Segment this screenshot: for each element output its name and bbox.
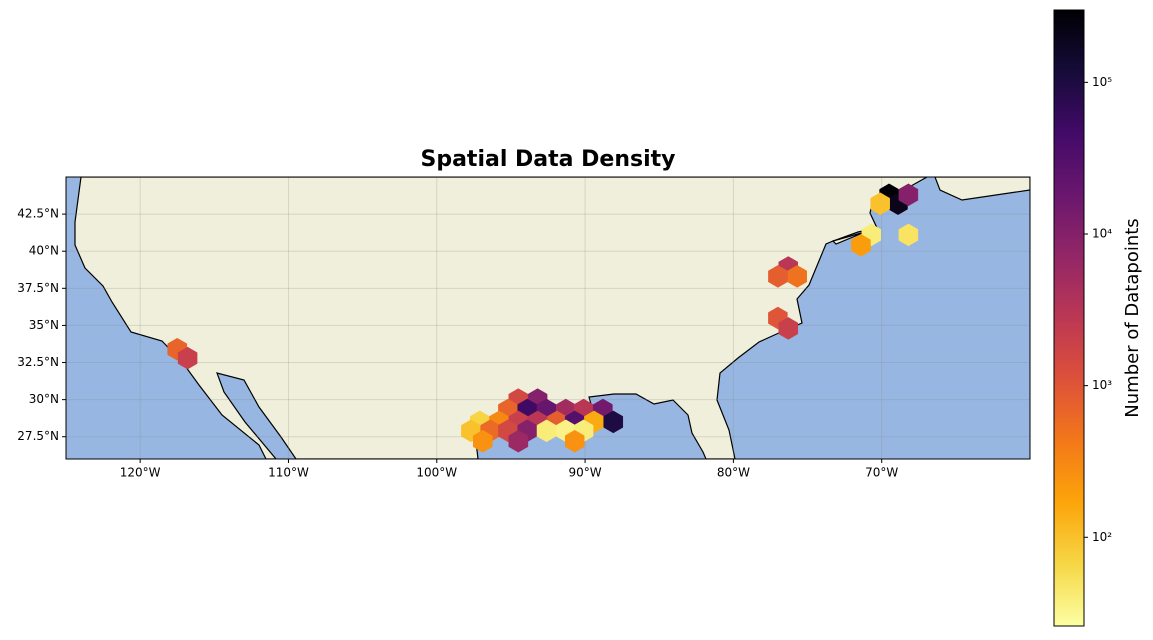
x-tick-label: 90°W (569, 466, 602, 480)
hexbin-cell (778, 317, 799, 340)
colorbar-tick-label: 10⁵ (1092, 75, 1112, 89)
y-tick-label: 35°N (29, 318, 59, 332)
plot-frame (65, 176, 1031, 460)
hexbin-cell (536, 419, 557, 443)
hexbin-cell (768, 265, 788, 288)
hexbins (167, 183, 919, 453)
colorbar-tick-label: 10⁴ (1092, 226, 1112, 240)
x-tick-label: 110°W (268, 466, 309, 480)
colorbar-tick-label: 10² (1092, 530, 1112, 544)
hexbin-cell (177, 346, 198, 370)
y-tick-label: 40°N (29, 244, 59, 258)
chart-title: Spatial Data Density (420, 147, 675, 172)
hexbin-cell (898, 223, 919, 247)
colorbar-label: Number of Datapoints (1122, 218, 1143, 417)
y-tick-label: 27.5°N (17, 429, 59, 443)
x-tick-label: 80°W (717, 466, 750, 480)
hexbin-cell (898, 183, 919, 207)
colorbar (1053, 9, 1085, 627)
hexbin-cell (508, 429, 529, 453)
colorbar-tick-label: 10³ (1092, 378, 1112, 392)
hexbin-cell (603, 410, 624, 434)
land (831, 231, 866, 245)
map (66, 177, 1030, 459)
hexbin-cell (870, 192, 890, 215)
land (934, 177, 1030, 201)
x-tick-label: 120°W (120, 466, 161, 480)
hexbin-cell (564, 429, 585, 453)
y-tick-label: 42.5°N (17, 207, 59, 221)
x-tick-label: 70°W (865, 466, 898, 480)
hexbin-cell (851, 234, 871, 257)
y-tick-label: 30°N (29, 392, 59, 406)
hexbin-cell (472, 429, 493, 453)
y-tick-label: 37.5°N (17, 281, 59, 295)
x-tick-label: 100°W (416, 466, 457, 480)
y-tick-label: 32.5°N (17, 355, 59, 369)
